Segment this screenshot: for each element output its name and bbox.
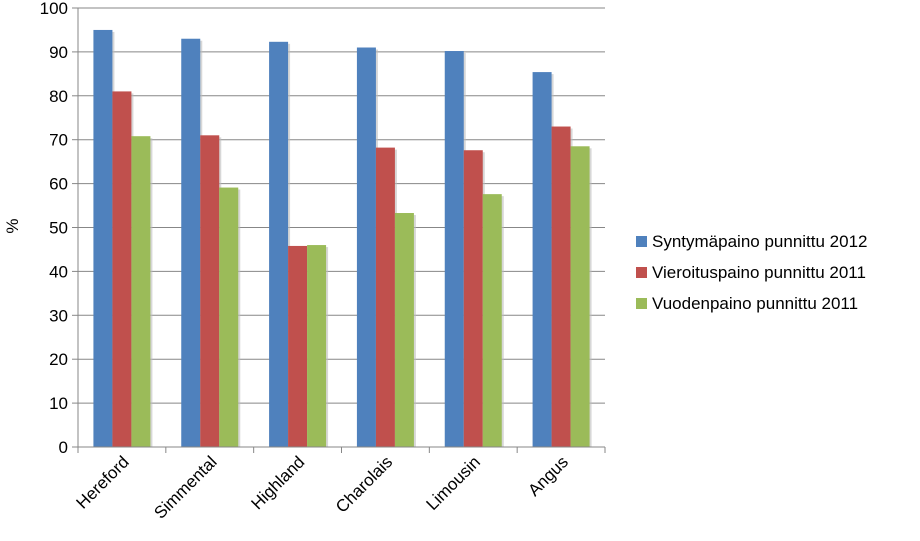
bar-simmental-series-2: [200, 135, 220, 447]
bar-angus-series-2: [551, 126, 571, 447]
bar-highland-series-3: [307, 245, 327, 447]
y-tick-label: 0: [59, 438, 68, 457]
y-tick-label: 70: [49, 131, 68, 150]
y-tick-label: 10: [49, 394, 68, 413]
axes: [77, 8, 606, 453]
bar-highland-series-1: [269, 41, 289, 447]
bar-hereford-series-3: [131, 136, 151, 448]
bar-angus-series-3: [570, 146, 590, 447]
legend-label: Vieroituspaino punnittu 2011: [652, 262, 866, 282]
x-tick-label: Highland: [248, 452, 309, 513]
y-tick-label: 60: [49, 175, 68, 194]
x-tick-label: Simmental: [150, 452, 220, 522]
x-tick-label: Charolais: [332, 452, 396, 516]
legend-item: Syntymäpaino punnittu 2012: [636, 226, 868, 257]
y-tick-label: 100: [40, 0, 68, 18]
legend-item: Vuodenpaino punnittu 2011: [636, 288, 868, 319]
y-tick-label: 50: [49, 219, 68, 238]
bar-hereford-series-1: [93, 29, 113, 447]
bar-angus-series-1: [532, 72, 552, 448]
bar-simmental-series-1: [181, 38, 201, 447]
x-tick-label: Limousin: [423, 452, 485, 514]
legend-label: Syntymäpaino punnittu 2012: [652, 231, 868, 251]
bar-charolais-series-1: [356, 47, 376, 447]
bars: [93, 29, 592, 448]
y-tick-label: 80: [49, 87, 68, 106]
bar-simmental-series-3: [219, 187, 239, 447]
legend-label: Vuodenpaino punnittu 2011: [652, 293, 859, 313]
y-tick-label: 40: [49, 262, 68, 281]
legend-item: Vieroituspaino punnittu 2011: [636, 257, 868, 288]
bar-charolais-series-2: [375, 147, 395, 448]
bar-limousin-series-3: [482, 194, 502, 447]
x-tick-label: Hereford: [73, 452, 133, 512]
bar-highland-series-2: [288, 245, 308, 447]
bar-charolais-series-3: [394, 213, 414, 447]
legend-swatch: [636, 298, 647, 309]
y-tick-label: 20: [49, 350, 68, 369]
gridlines: [78, 7, 605, 404]
legend-swatch: [636, 236, 647, 247]
y-tick-label: 90: [49, 43, 68, 62]
bar-hereford-series-2: [112, 91, 132, 447]
bar-limousin-series-1: [444, 51, 464, 447]
y-axis-label: %: [3, 218, 22, 233]
y-axis-ticks: 0 10 20 30 40 50 60 70 80 90 100: [40, 0, 78, 457]
y-tick-label: 30: [49, 306, 68, 325]
x-tick-label: Angus: [524, 452, 572, 500]
bar-limousin-series-2: [463, 150, 483, 447]
legend-swatch: [636, 267, 647, 278]
legend: Syntymäpaino punnittu 2012 Vieroituspaino…: [636, 226, 868, 319]
category-labels: Hereford Simmental Highland Charolais Limous…: [73, 452, 572, 522]
